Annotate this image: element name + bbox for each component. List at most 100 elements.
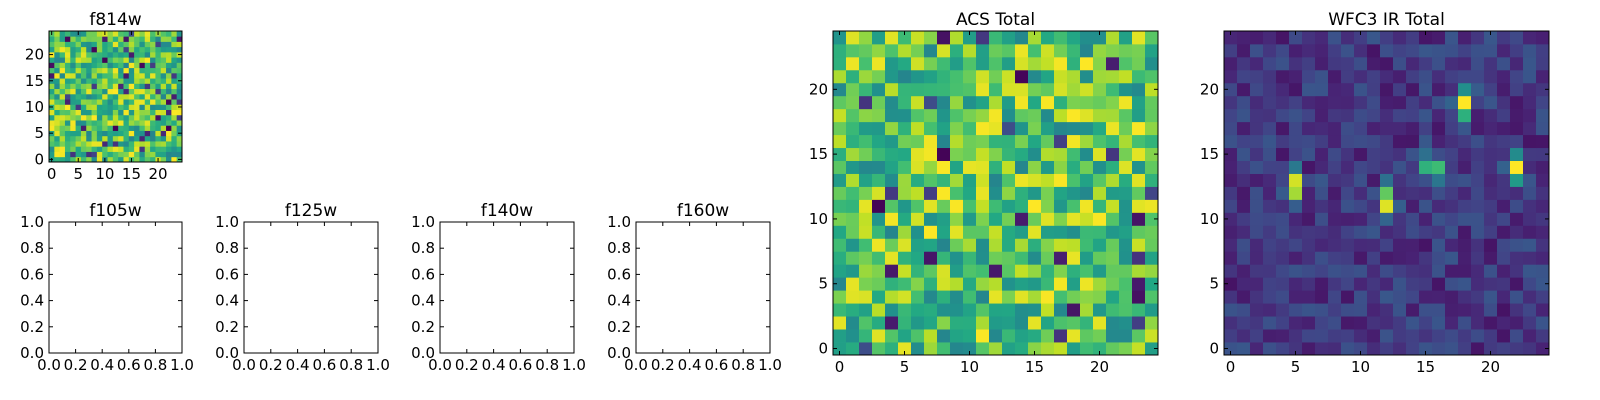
heatmap-cell [1432, 56, 1446, 71]
heatmap-cell [1302, 134, 1316, 149]
heatmap-cell [96, 99, 103, 105]
heatmap-cell [91, 104, 98, 110]
heatmap-cell [963, 225, 977, 239]
heatmap-cell [833, 238, 847, 252]
heatmap-cell [1393, 303, 1407, 317]
heatmap-cell [86, 141, 92, 147]
heatmap-cell [176, 151, 183, 158]
heatmap-cell [1523, 290, 1537, 304]
heatmap-cell [123, 93, 130, 100]
y-tick-label: 0.6 [411, 265, 435, 283]
heatmap-cell [150, 151, 156, 158]
heatmap-cell [102, 36, 108, 42]
heatmap-cell [924, 303, 938, 317]
heatmap-cell [1263, 264, 1277, 278]
heatmap-cell [937, 277, 951, 291]
heatmap-cell [937, 290, 951, 304]
heatmap-cell [102, 135, 108, 142]
heatmap-cell [963, 43, 977, 58]
heatmap-cell [1250, 43, 1264, 58]
heatmap-cell [1315, 199, 1329, 213]
heatmap-cell [1067, 147, 1081, 161]
heatmap-cell [898, 303, 912, 317]
heatmap-cell [128, 130, 135, 137]
heatmap-cell [1289, 277, 1303, 291]
heatmap-cell [937, 225, 951, 239]
heatmap-cell [1484, 173, 1498, 187]
heatmap-cell [1471, 342, 1485, 356]
heatmap-cell [112, 93, 119, 100]
heatmap-cell [70, 36, 76, 42]
heatmap-cell [1354, 212, 1368, 226]
heatmap-cell [75, 78, 82, 84]
heatmap-cell [1080, 95, 1094, 110]
heatmap-cell [1432, 95, 1446, 110]
heatmap-cell [1276, 186, 1290, 200]
heatmap-cell [1393, 173, 1407, 187]
heatmap-cell [80, 62, 87, 69]
heatmap-cell [75, 41, 82, 48]
heatmap-cell [1119, 69, 1133, 84]
heatmap-cell [49, 135, 55, 142]
heatmap-cell [123, 120, 130, 126]
heatmap-cell [1497, 108, 1511, 123]
heatmap-cell [1354, 43, 1368, 58]
heatmap-cell [1328, 56, 1342, 71]
heatmap-cell [1237, 199, 1251, 213]
heatmap-cell [1250, 238, 1264, 252]
heatmap-cell [872, 329, 886, 343]
heatmap-cell [155, 88, 162, 95]
heatmap-cell [80, 36, 87, 42]
heatmap-cell [1523, 82, 1537, 97]
heatmap-cell [1523, 134, 1537, 149]
heatmap-cell [91, 78, 98, 84]
heatmap-cell [59, 31, 66, 37]
heatmap-cell [950, 212, 964, 226]
heatmap-cell [1080, 199, 1094, 213]
heatmap-cell [49, 41, 55, 48]
heatmap-cell [1419, 69, 1433, 84]
heatmap-cell [1067, 108, 1081, 123]
heatmap-cell [1510, 290, 1524, 304]
heatmap-cell [1015, 31, 1029, 45]
heatmap-cell [1432, 225, 1446, 239]
heatmap-cell [160, 83, 167, 90]
heatmap-cell [859, 95, 873, 110]
heatmap-cell [937, 251, 951, 265]
heatmap-cell [924, 251, 938, 265]
heatmap-cell [1445, 316, 1459, 330]
heatmap-cell [70, 51, 76, 58]
heatmap-cell [1458, 43, 1472, 58]
heatmap-cell [885, 303, 899, 317]
heatmap-cell [70, 67, 76, 74]
heatmap-cell [102, 88, 108, 95]
heatmap-cell [898, 264, 912, 278]
heatmap-cell [846, 225, 860, 239]
heatmap-cell [1354, 186, 1368, 200]
y-tick-label: 0.8 [411, 239, 435, 257]
heatmap-cell [950, 264, 964, 278]
heatmap-cell [1276, 212, 1290, 226]
heatmap-cell [54, 46, 61, 53]
heatmap-cell [59, 62, 66, 69]
heatmap-cell [1276, 225, 1290, 239]
heatmap-cell [128, 125, 135, 131]
heatmap-cell [134, 120, 140, 126]
heatmap-cell [1328, 290, 1342, 304]
heatmap-cell [1002, 95, 1016, 110]
heatmap-cell [1497, 31, 1511, 45]
heatmap-cell [885, 31, 899, 45]
heatmap-cell [80, 57, 87, 63]
heatmap-cell [1054, 173, 1068, 187]
heatmap-cell [1367, 316, 1381, 330]
heatmap-cell [1302, 69, 1316, 84]
heatmap-cell [1276, 147, 1290, 161]
heatmap-cell [846, 95, 860, 110]
heatmap-cell [86, 151, 92, 158]
heatmap-cell [118, 51, 124, 58]
heatmap-cell [70, 109, 76, 116]
heatmap-cell [144, 72, 151, 79]
heatmap-cell [1145, 303, 1159, 317]
heatmap-cell [885, 82, 899, 97]
heatmap-cell [885, 199, 899, 213]
